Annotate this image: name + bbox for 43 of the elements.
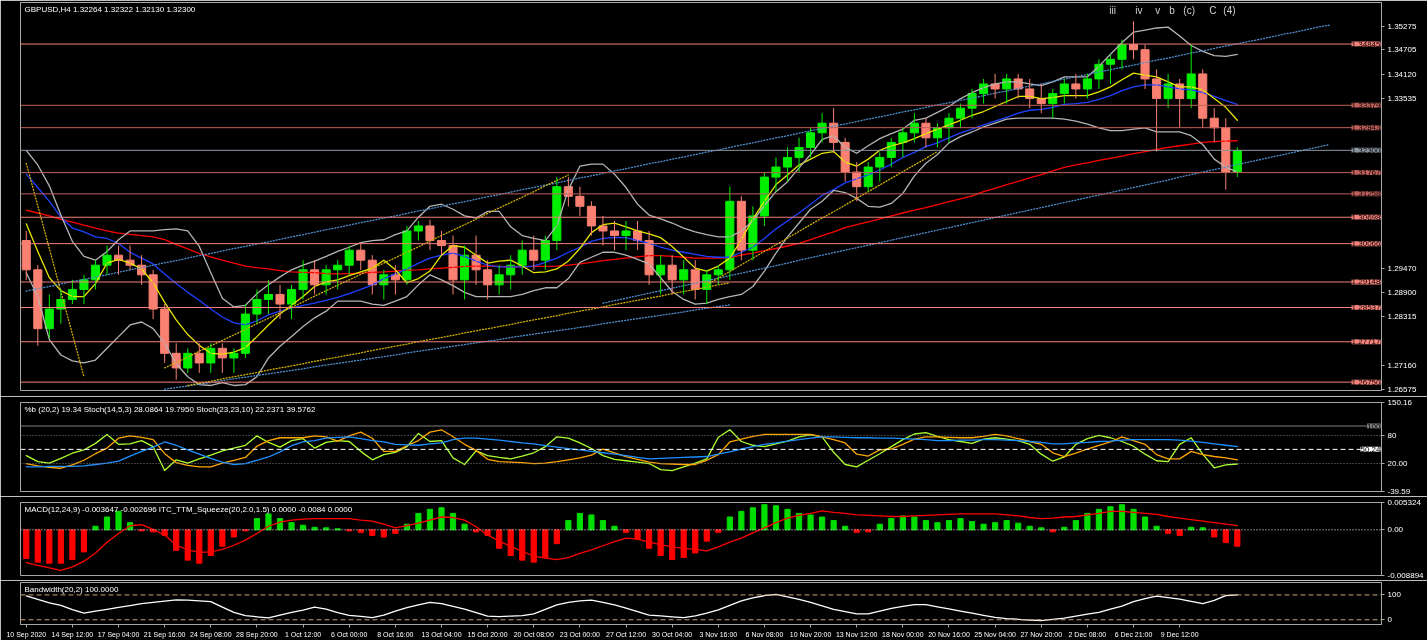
annotation: b (1169, 4, 1176, 16)
chart-title: MACD(12,24,9) -0.003647 -0.002696 ITC_TTM_Squeeze(20,2.0,1.5) 0.0000 -0.0084 0.0000 (24, 504, 353, 514)
y-tick-label: 1.29470 (1387, 264, 1417, 274)
ref-line-label: 1.32843 (1351, 123, 1382, 133)
annotation: (c) (1183, 4, 1195, 16)
ref-line-label: 1.30698 (1351, 212, 1382, 222)
y-tick-label: 1.28315 (1387, 312, 1417, 322)
y-tick-label: 1.33535 (1387, 94, 1417, 104)
y-tick-label: 80 (1387, 430, 1397, 440)
ref-line-label: 1.29148 (1351, 277, 1382, 287)
ref-line-label: 50.24 (1360, 444, 1382, 454)
ref-line-label: 1.33379 (1351, 100, 1382, 110)
y-tick-label: 0 (1387, 615, 1393, 625)
ref-line-label: 1.28537 (1351, 303, 1382, 313)
y-tick-label: 0.00 (1387, 525, 1404, 535)
chart-title: GBPUSD,H4 1.32264 1.32322 1.32130 1.32300 (24, 4, 196, 14)
y-tick-label: 1.26575 (1387, 384, 1417, 394)
ref-line-label: 1.31258 (1351, 189, 1382, 199)
annotation: C (1209, 4, 1217, 16)
ref-line-label: 1.31767 (1351, 168, 1382, 178)
ref-line-label: 1.30066 (1351, 239, 1382, 249)
annotation: iii (1109, 4, 1116, 16)
y-tick-label: 150.16 (1387, 398, 1413, 407)
annotation: v (1155, 4, 1161, 16)
y-tick-label: 0.005324 (1387, 498, 1422, 507)
ref-line-label: 1.27717 (1351, 337, 1382, 347)
annotation: (4) (1223, 4, 1236, 16)
y-tick-label: 1.34120 (1387, 69, 1417, 79)
chart-title: Bandwidth(20,2) 100.0000 (24, 584, 119, 594)
y-tick-label: 100 (1387, 590, 1402, 600)
y-tick-label: 1.34705 (1387, 45, 1417, 55)
ref-line-label: 1.26750 (1351, 377, 1382, 387)
ref-line-label: 1.34845 (1351, 39, 1382, 49)
chart-title: %b (20,2) 19.34 Stoch(14,5,3) 28.0864 19.7950 Stoch(23,23,10) 22.2371 39.5762 (24, 404, 316, 414)
annotation: iv (1135, 4, 1143, 16)
y-tick-label: 1.27160 (1387, 360, 1417, 370)
y-tick-label: -39.59 (1387, 487, 1411, 496)
ref-line-label: 1.32300 (1351, 145, 1382, 155)
y-tick-label: 20.00 (1387, 459, 1409, 469)
y-tick-label: 1.28900 (1387, 287, 1417, 297)
y-tick-label: 1.35275 (1387, 21, 1417, 31)
ref-line-label: 100 (1367, 421, 1382, 431)
y-tick-label: -0.008894 (1387, 571, 1425, 580)
